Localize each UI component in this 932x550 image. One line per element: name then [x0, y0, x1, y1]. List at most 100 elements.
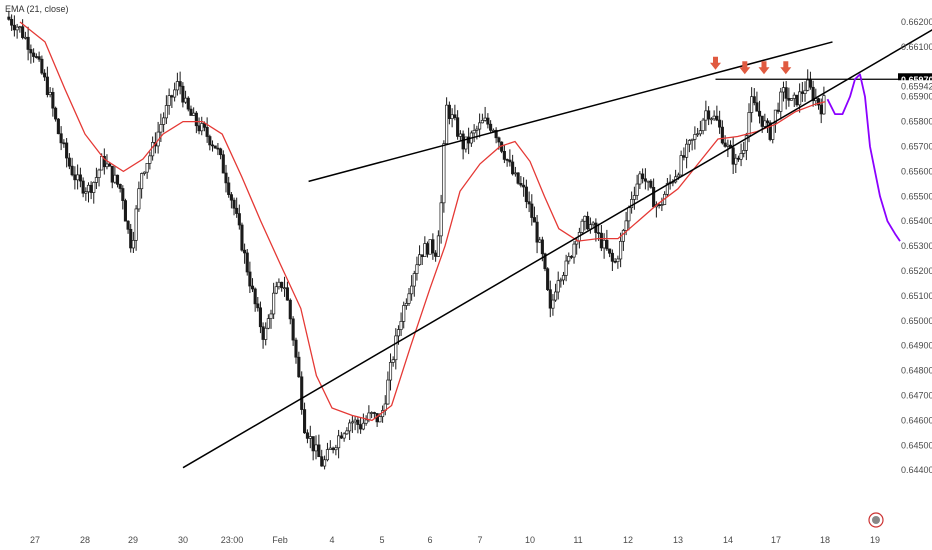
candle-body	[718, 119, 722, 128]
candle-body	[742, 150, 746, 154]
candle	[428, 239, 432, 255]
candle-body	[535, 221, 539, 243]
candle	[97, 168, 101, 187]
candle-body	[192, 112, 196, 116]
candle-body	[665, 183, 669, 195]
candle-body	[657, 204, 661, 206]
candle-body	[10, 19, 14, 26]
price-tag-bg	[898, 80, 932, 93]
candle-body	[442, 143, 446, 204]
candle	[734, 153, 738, 174]
candle-body	[798, 91, 802, 106]
x-tick-label: 11	[573, 535, 582, 545]
candle	[115, 174, 120, 188]
candle-body	[29, 49, 33, 54]
candle	[59, 126, 63, 151]
candle-body	[34, 56, 38, 58]
candle	[630, 191, 634, 214]
candle-body	[297, 356, 301, 378]
candle	[402, 301, 406, 329]
candle-body	[323, 459, 327, 467]
x-tick-label: 18	[820, 535, 830, 545]
y-tick-label: 0.65200	[901, 266, 932, 276]
candle-body	[92, 182, 96, 193]
candle	[690, 138, 694, 151]
candle-body	[288, 299, 292, 320]
y-tick-label: 0.65100	[901, 291, 932, 301]
candle-body	[23, 36, 27, 39]
candle-body	[530, 203, 534, 218]
candle	[178, 71, 182, 95]
candle-body	[597, 232, 601, 234]
candle-body	[583, 215, 587, 222]
candle-body	[720, 126, 724, 144]
candle	[739, 143, 743, 167]
candle	[372, 411, 376, 418]
candle	[123, 198, 127, 222]
x-tick-label: 28	[80, 535, 90, 545]
candle-body	[213, 145, 217, 149]
candle-body	[624, 220, 628, 231]
candle-body	[40, 58, 44, 74]
candle	[245, 249, 249, 276]
y-tick-label: 0.65800	[901, 117, 932, 127]
candle	[707, 106, 711, 126]
candle	[21, 19, 25, 40]
candle-body	[755, 102, 759, 112]
candle	[131, 231, 135, 254]
candle-body	[97, 169, 101, 178]
y-tick-label: 0.65300	[901, 241, 932, 251]
candle-body	[184, 97, 188, 103]
candle-body	[551, 299, 555, 309]
candle	[784, 80, 788, 110]
x-tick-label: 7	[477, 535, 482, 545]
candle-body	[189, 108, 193, 116]
candle-body	[516, 172, 520, 184]
candle-body	[253, 288, 257, 305]
candle-body	[723, 142, 727, 147]
candle-body	[18, 26, 22, 29]
candle	[269, 309, 273, 329]
candle-body	[175, 81, 179, 91]
candle-body	[48, 91, 52, 96]
candle-body	[621, 230, 625, 242]
candle	[467, 127, 471, 155]
candle-body	[151, 142, 155, 157]
candle-body	[67, 157, 71, 167]
candle-body	[638, 173, 642, 185]
candle	[134, 205, 138, 251]
candle	[129, 223, 133, 253]
candle	[394, 328, 398, 370]
candle	[621, 228, 625, 251]
candle-body	[781, 87, 786, 93]
price-tag-label: 0.65942	[901, 82, 932, 92]
candle	[224, 164, 228, 193]
x-tick-label: 14	[723, 535, 733, 545]
candle-body	[580, 220, 584, 233]
candle-body	[641, 173, 645, 180]
candle	[297, 351, 301, 378]
candle-body	[491, 129, 495, 132]
candle-body	[701, 119, 705, 132]
candle-body	[513, 172, 517, 175]
candle	[137, 181, 141, 212]
candle	[524, 179, 528, 209]
candle	[258, 301, 262, 334]
candle	[18, 25, 22, 33]
candle-body	[765, 120, 770, 124]
candle	[305, 429, 309, 444]
candle-body	[51, 91, 55, 109]
candle	[811, 80, 815, 107]
candle	[660, 197, 664, 212]
candle	[356, 417, 360, 434]
candle	[92, 181, 96, 204]
candle	[718, 110, 722, 134]
projection-layer	[826, 73, 901, 242]
candle	[679, 150, 683, 177]
candle-body	[402, 305, 406, 322]
candle-body	[643, 178, 647, 182]
candle-body	[89, 184, 93, 193]
candle-body	[303, 409, 307, 434]
candle-body	[86, 184, 91, 193]
